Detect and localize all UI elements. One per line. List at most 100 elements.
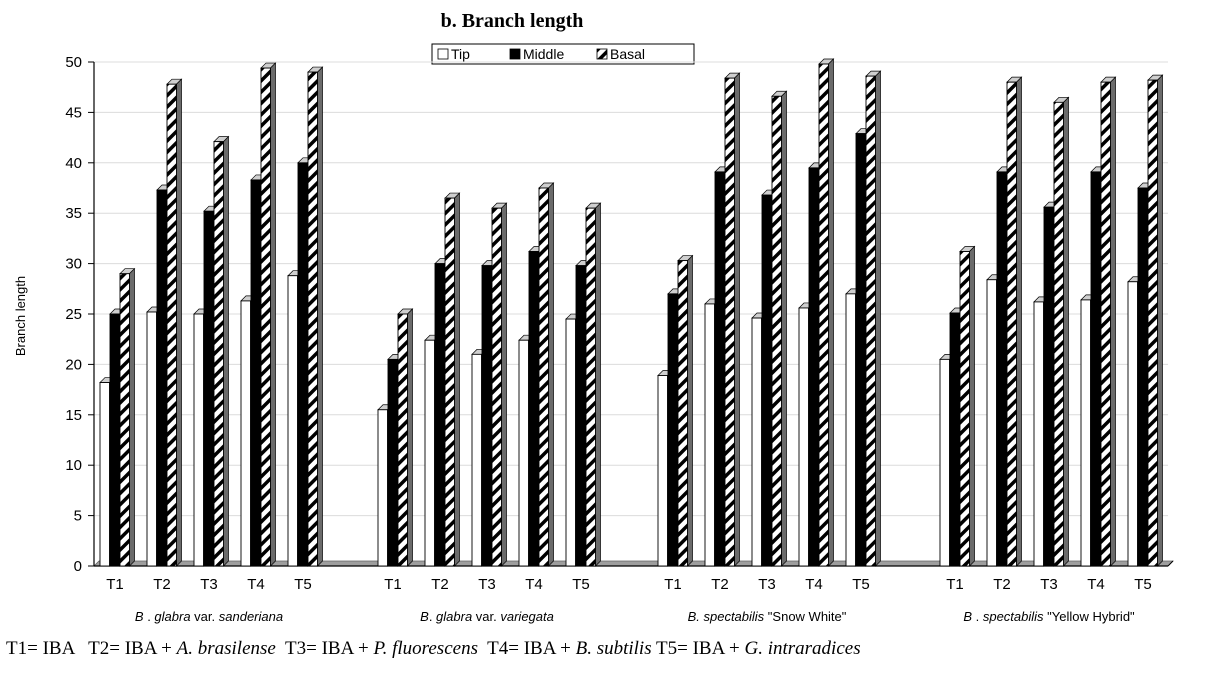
bar-front-face	[575, 265, 586, 567]
bar-front-face	[213, 141, 224, 567]
group-label: B . spectabilis "Yellow Hybrid"	[963, 609, 1135, 624]
bar-side-face	[223, 135, 229, 567]
x-tick-label: T2	[993, 576, 1011, 593]
bar	[1006, 76, 1023, 567]
bar-front-face	[434, 263, 445, 567]
bar-front-face	[667, 293, 678, 567]
bar-side-face	[969, 245, 975, 567]
footnote-part: T1= IBA T2= IBA +	[6, 638, 177, 659]
bar-front-face	[704, 303, 715, 567]
y-tick-label: 40	[65, 155, 82, 172]
group-label: B. glabra var. variegata	[420, 609, 554, 624]
bar-front-face	[751, 317, 762, 567]
y-tick-label: 25	[65, 306, 82, 323]
bar-side-face	[1016, 76, 1022, 567]
bar-front-face	[865, 75, 876, 567]
bar	[397, 308, 414, 567]
y-tick-label: 10	[65, 457, 82, 474]
bar	[444, 192, 461, 567]
y-tick-label: 35	[65, 205, 82, 222]
bar	[1100, 76, 1117, 567]
legend-label: Middle	[523, 46, 564, 62]
bar-front-face	[538, 187, 549, 567]
bar-front-face	[471, 353, 482, 567]
bar-front-face	[1147, 79, 1158, 567]
bar-front-face	[677, 260, 688, 567]
x-tick-label: T5	[294, 576, 312, 593]
x-tick-label: T4	[1087, 576, 1105, 593]
bar-side-face	[781, 90, 787, 567]
bar-front-face	[166, 83, 177, 567]
bar-front-face	[1033, 301, 1044, 567]
bar	[959, 245, 976, 567]
legend-item: Basal	[596, 46, 645, 62]
bar-front-face	[1127, 281, 1138, 567]
bar-front-face	[845, 293, 856, 567]
bar-front-face	[444, 197, 455, 567]
bar	[771, 90, 788, 567]
bar	[119, 267, 136, 567]
bar-front-face	[193, 313, 204, 567]
x-tick-label: T5	[852, 576, 870, 593]
bar-front-face	[297, 162, 308, 567]
bar	[538, 182, 555, 567]
legend-swatch	[437, 48, 449, 60]
bar-front-face	[761, 194, 772, 567]
x-tick-label: T2	[431, 576, 449, 593]
bar-front-face	[377, 409, 388, 567]
bar-front-face	[939, 358, 950, 567]
bar-side-face	[129, 267, 135, 567]
bar-front-face	[1053, 101, 1064, 567]
bar	[724, 72, 741, 567]
bar	[818, 58, 835, 567]
bar-front-face	[855, 133, 866, 567]
x-tick-label: T4	[805, 576, 823, 593]
legend-label: Tip	[451, 46, 470, 62]
x-axis: T1 T2 T3 T4 T5 B . glabra var. sanderiana T1 T2…	[106, 576, 1152, 624]
bar-front-face	[146, 311, 157, 567]
legend-item: Middle	[509, 46, 564, 62]
legend-swatch	[509, 48, 521, 60]
group-label: B. spectabilis "Snow White"	[688, 609, 847, 624]
bar-front-face	[156, 189, 167, 567]
bar-side-face	[407, 308, 413, 567]
x-tick-label: T3	[1040, 576, 1058, 593]
legend-box	[431, 43, 695, 65]
bar-front-face	[714, 171, 725, 567]
bar-front-face	[818, 63, 829, 567]
x-tick-label: T1	[106, 576, 124, 593]
x-tick-label: T2	[711, 576, 729, 593]
y-tick-label: 45	[65, 104, 82, 121]
bar-side-face	[1063, 96, 1069, 567]
bar-front-face	[657, 375, 668, 567]
bar	[1053, 96, 1070, 567]
bar-front-face	[240, 300, 251, 567]
x-tick-label: T3	[200, 576, 218, 593]
legend-swatch	[596, 48, 608, 60]
bar-side-face	[1110, 76, 1116, 567]
bar-front-face	[528, 251, 539, 567]
bar-front-face	[798, 307, 809, 567]
bar-front-face	[1100, 81, 1111, 567]
bar-side-face	[548, 182, 554, 567]
bar	[491, 202, 508, 567]
bar-front-face	[808, 167, 819, 567]
bar-front-face	[250, 179, 261, 567]
x-tick-label: T5	[1134, 576, 1152, 593]
bar	[260, 62, 277, 567]
chart-title: b. Branch length	[441, 10, 584, 32]
bar-front-face	[287, 275, 298, 567]
footnote-part: T5= IBA +	[651, 638, 745, 659]
bar-front-face	[996, 171, 1007, 567]
bar	[585, 202, 602, 567]
bar-side-face	[734, 72, 740, 567]
bars	[99, 58, 1164, 567]
bar-front-face	[491, 207, 502, 567]
footnote-part: P. fluorescens	[373, 638, 478, 659]
footnote-part: A. brasilense	[176, 638, 276, 659]
x-tick-label: T1	[946, 576, 964, 593]
footnote-part: T3= IBA +	[275, 638, 374, 659]
bar-side-face	[687, 254, 693, 567]
bar-front-face	[959, 251, 970, 567]
